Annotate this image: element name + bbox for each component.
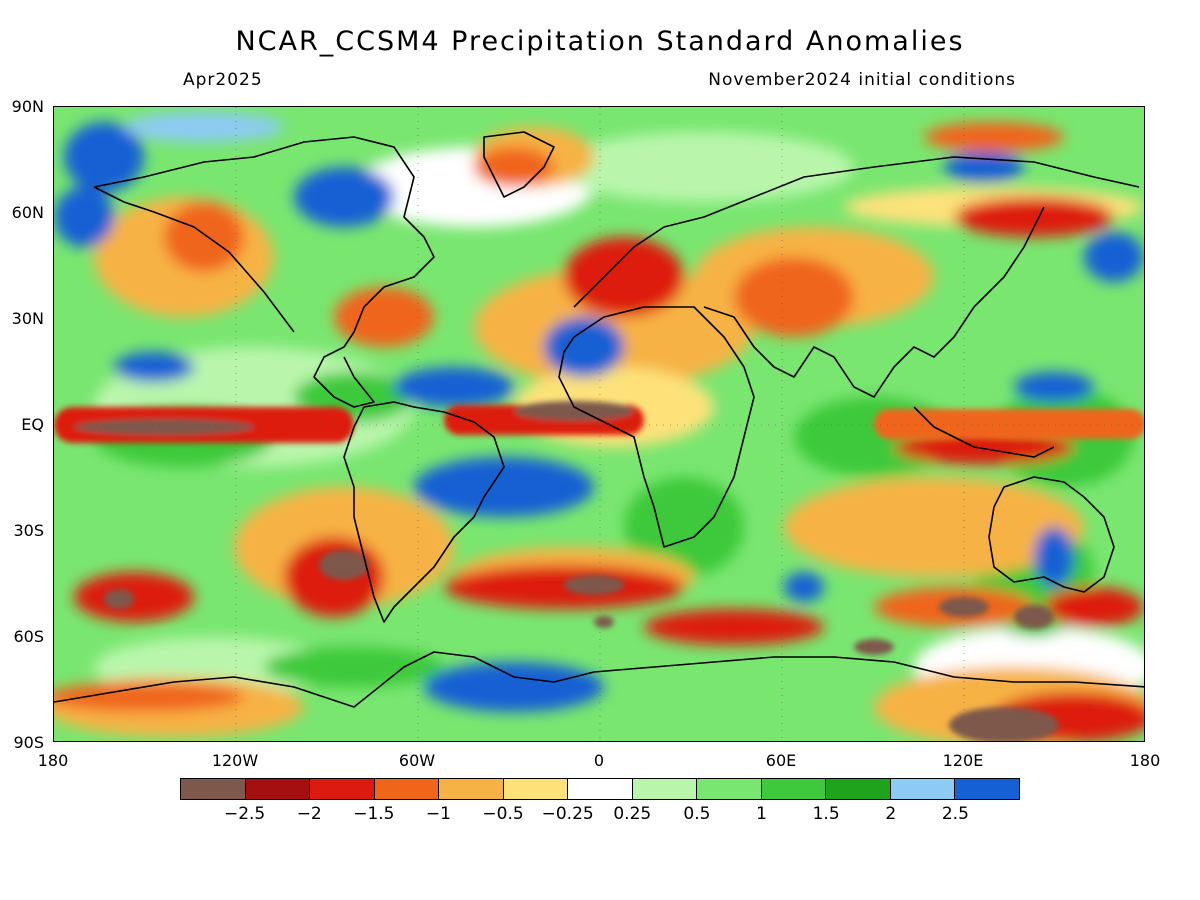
legend-tick-label: −2.5 [223,804,266,824]
legend-swatch [310,779,375,799]
coastlines [54,131,1144,708]
lon-label-120e: 120E [942,751,984,770]
legend-tick-label: 1 [756,804,767,824]
graticule [54,107,1144,741]
lon-label-60e: 60E [765,751,797,770]
lon-label-60w: 60W [398,751,436,770]
legend-tick-label: 2 [885,804,897,824]
lat-label-30n: 30N [11,309,44,328]
init-conditions-label: November2024 initial conditions [708,70,1016,90]
lat-label-30s: 30S [13,521,44,540]
legend-tick-label: 0.25 [613,804,652,824]
legend-tick-label: 1.5 [812,804,840,824]
legend-tick-label: 2.5 [941,804,969,824]
legend-swatch [761,779,827,799]
legend-tick-label: −1.5 [353,804,395,824]
legend-swatch [439,779,504,799]
anomaly-field [54,107,1144,741]
legend-swatch [374,779,440,799]
chart-title: NCAR_CCSM4 Precipitation Standard Anomal… [235,26,965,57]
legend-swatch [955,779,1019,799]
legend-swatch [890,779,956,799]
legend-tick-label: −0.25 [541,804,594,824]
legend-swatch [826,779,891,799]
lat-label-90s: 90S [13,733,44,752]
legend-tick-label: −0.5 [482,804,524,824]
anomaly-map [53,106,1145,742]
legend-tick-label: −1 [425,804,451,824]
lon-label-180e: 180 [1129,751,1161,770]
valid-month-label: Apr2025 [183,70,263,90]
lat-label-60s: 60S [13,627,44,646]
legend-tick-label: 0.5 [683,804,711,824]
color-legend [180,778,1020,800]
lon-label-0: 0 [593,751,605,770]
lat-label-60n: 60N [11,203,44,222]
legend-tick-label: −2 [296,804,322,824]
lon-label-120w: 120W [211,751,259,770]
legend-swatch [245,779,311,799]
legend-swatch [503,779,569,799]
lat-label-90n: 90N [11,97,44,116]
lat-label-eq: EQ [21,415,44,434]
anomaly-map-svg [54,107,1144,741]
legend-swatch [568,779,633,799]
lon-label-180w: 180 [37,751,69,770]
legend-swatch [181,779,246,799]
legend-swatch [697,779,762,799]
legend-swatch [632,779,698,799]
